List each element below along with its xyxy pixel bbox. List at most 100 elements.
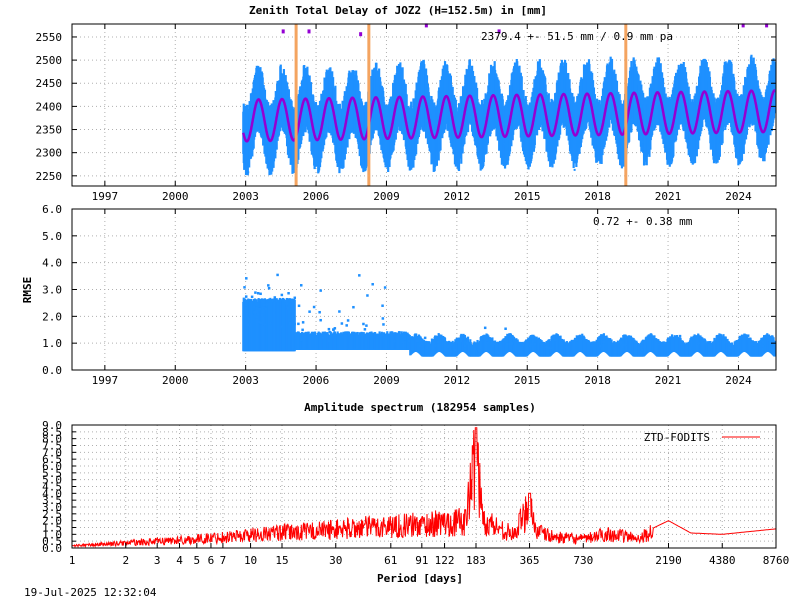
rmse-ytick-label: 4.0 bbox=[42, 257, 62, 270]
rmse-sample-point bbox=[247, 317, 251, 321]
rmse-sample-point bbox=[267, 284, 270, 287]
rmse-sample-point bbox=[308, 310, 311, 313]
rmse-sample-point bbox=[422, 348, 425, 351]
rmse-sample-point bbox=[319, 289, 322, 292]
ztd-marks bbox=[242, 23, 776, 186]
rmse-panel: 1997 2000 2003 2006 2009 2012 2015 2018 2021 2024… bbox=[21, 203, 777, 387]
ztd-sample-point bbox=[247, 171, 250, 174]
rmse-sample-point bbox=[289, 310, 292, 313]
rmse-sample-point bbox=[504, 327, 507, 330]
rmse-xtick-label: 2021 bbox=[655, 374, 682, 387]
ztd-ytick-label: 2400 bbox=[36, 100, 63, 113]
rmse-xtick-label: 2018 bbox=[584, 374, 611, 387]
rmse-sample-point bbox=[725, 340, 729, 344]
rmse-sample-point bbox=[244, 295, 248, 298]
ztd-xtick-label: 2003 bbox=[232, 190, 259, 203]
rmse-sample-point bbox=[254, 291, 257, 294]
ztd-ytick-label: 2250 bbox=[36, 170, 63, 183]
rmse-sample-point bbox=[245, 277, 248, 280]
spectrum-xtick-label: 91 bbox=[415, 554, 428, 567]
rmse-sample-point bbox=[403, 337, 406, 341]
spectrum-ytick-label: 5.0 bbox=[42, 474, 62, 487]
rmse-sample-point bbox=[465, 342, 469, 345]
rmse-sample-point bbox=[640, 344, 643, 347]
rmse-xtick-label: 2012 bbox=[444, 374, 471, 387]
rmse-sample-point bbox=[533, 342, 537, 346]
ztd-xtick-label: 2018 bbox=[584, 190, 611, 203]
spectrum-xtick-label: 5 bbox=[194, 554, 201, 567]
ztd-xtick-label: 2012 bbox=[444, 190, 471, 203]
rmse-sample-point bbox=[286, 307, 290, 310]
ztd-sample-point bbox=[301, 99, 304, 102]
rmse-sample-point bbox=[521, 343, 524, 347]
rmse-sample-point bbox=[258, 307, 261, 311]
spectrum-line bbox=[72, 427, 776, 549]
ztd-sample-point bbox=[469, 115, 472, 118]
rmse-sample-point bbox=[510, 342, 514, 345]
rmse-sample-point bbox=[678, 334, 682, 338]
rmse-sample-point bbox=[505, 342, 509, 346]
ztd-xtick-label: 2021 bbox=[655, 190, 682, 203]
rmse-sample-point bbox=[529, 343, 533, 346]
spectrum-xtick-label: 122 bbox=[435, 554, 455, 567]
spectrum-xtick-label: 61 bbox=[384, 554, 397, 567]
rmse-xtick-label: 2009 bbox=[373, 374, 400, 387]
rmse-xtick-label: 2015 bbox=[514, 374, 541, 387]
ztd-model-curve bbox=[242, 89, 776, 143]
rmse-sample-point bbox=[243, 286, 246, 289]
rmse-sample-point bbox=[446, 344, 450, 348]
rmse-sample-point bbox=[473, 347, 477, 350]
spectrum-xtick-label: 4380 bbox=[709, 554, 736, 567]
rmse-sample-point bbox=[483, 326, 487, 330]
rmse-sample-point bbox=[265, 303, 268, 306]
rmse-sample-point bbox=[303, 335, 307, 338]
rmse-ytick-label: 0.0 bbox=[42, 364, 62, 377]
rmse-sample-point bbox=[737, 345, 740, 348]
rmse-sample-point bbox=[548, 346, 551, 350]
rmse-sample-point bbox=[658, 341, 661, 344]
rmse-sample-point bbox=[346, 319, 350, 322]
ztd-outlier-point bbox=[741, 23, 745, 28]
rmse-sample-point bbox=[252, 305, 256, 308]
rmse-sample-point bbox=[707, 351, 711, 354]
ztd-sample-point bbox=[650, 129, 653, 132]
rmse-sample-point bbox=[261, 313, 264, 317]
rmse-sample-point bbox=[246, 323, 250, 327]
rmse-sample-point bbox=[262, 303, 266, 307]
rmse-sample-point bbox=[264, 307, 268, 311]
ztd-sample-point bbox=[385, 152, 388, 155]
rmse-sample-point bbox=[293, 296, 297, 300]
spectrum-ytick-label: 3.0 bbox=[42, 501, 62, 514]
ztd-outlier-point bbox=[307, 29, 311, 34]
rmse-sample-point bbox=[452, 342, 455, 346]
rmse-sample-point bbox=[577, 335, 581, 339]
rmse-sample-point bbox=[729, 346, 732, 349]
rmse-sample-point bbox=[453, 348, 457, 352]
ztd-sample-point bbox=[595, 124, 598, 127]
rmse-sample-point bbox=[423, 336, 427, 340]
ztd-sample-point bbox=[397, 92, 400, 95]
ztd-sample-point bbox=[669, 127, 672, 130]
rmse-axes: 1997 2000 2003 2006 2009 2012 2015 2018 2021 2024… bbox=[42, 203, 776, 387]
rmse-xtick-label: 2024 bbox=[725, 374, 752, 387]
rmse-sample-point bbox=[486, 341, 489, 344]
rmse-sample-point bbox=[328, 330, 331, 334]
rmse-sample-point bbox=[427, 343, 431, 347]
rmse-sample-point bbox=[601, 334, 605, 337]
ztd-sample-point bbox=[274, 132, 277, 135]
ztd-sample-point bbox=[698, 89, 701, 92]
ztd-sample-point bbox=[301, 85, 304, 88]
ztd-sample-point bbox=[641, 141, 644, 144]
ztd-xtick-label: 2000 bbox=[162, 190, 189, 203]
ztd-xtick-label: 2015 bbox=[514, 190, 541, 203]
rmse-sample-point bbox=[338, 310, 341, 313]
spectrum-ytick-label: 6.5 bbox=[42, 453, 62, 466]
rmse-sample-point bbox=[425, 349, 428, 353]
rmse-sample-point bbox=[300, 338, 303, 342]
rmse-sample-point bbox=[551, 337, 555, 340]
spectrum-xtick-label: 183 bbox=[466, 554, 486, 567]
rmse-sample-point bbox=[312, 305, 316, 309]
rmse-sample-point bbox=[769, 344, 773, 348]
rmse-sample-point bbox=[564, 345, 567, 349]
rmse-sample-point bbox=[450, 343, 454, 346]
